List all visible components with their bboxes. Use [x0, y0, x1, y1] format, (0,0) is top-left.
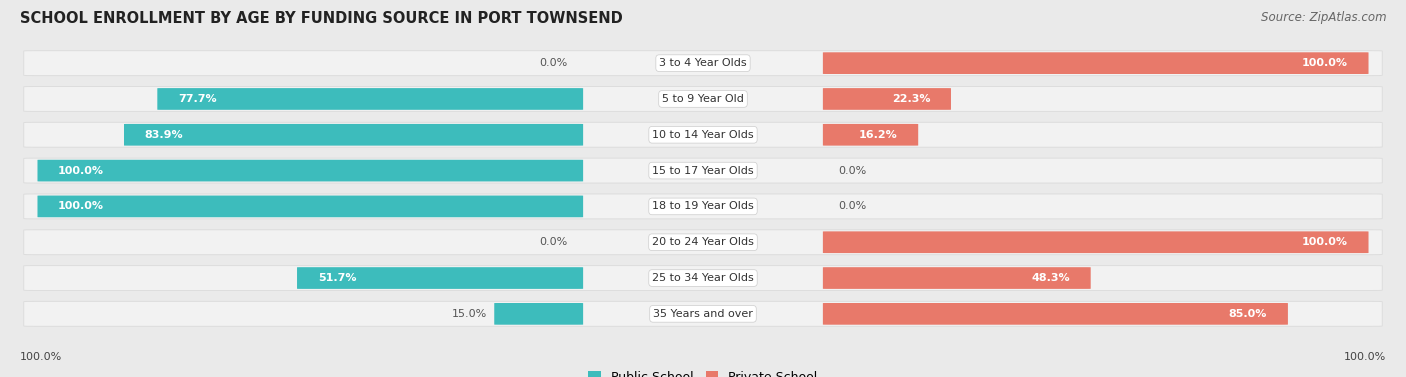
Text: 100.0%: 100.0%	[20, 352, 62, 362]
Text: 16.2%: 16.2%	[859, 130, 897, 140]
Text: SCHOOL ENROLLMENT BY AGE BY FUNDING SOURCE IN PORT TOWNSEND: SCHOOL ENROLLMENT BY AGE BY FUNDING SOUR…	[20, 11, 623, 26]
FancyBboxPatch shape	[24, 122, 1382, 147]
Text: 0.0%: 0.0%	[838, 166, 866, 176]
Text: 5 to 9 Year Old: 5 to 9 Year Old	[662, 94, 744, 104]
Text: 22.3%: 22.3%	[891, 94, 931, 104]
Text: 77.7%: 77.7%	[179, 94, 217, 104]
Text: 100.0%: 100.0%	[1344, 352, 1386, 362]
Text: 100.0%: 100.0%	[1302, 58, 1348, 68]
FancyBboxPatch shape	[823, 303, 1288, 325]
FancyBboxPatch shape	[24, 301, 1382, 326]
Text: Source: ZipAtlas.com: Source: ZipAtlas.com	[1261, 11, 1386, 24]
FancyBboxPatch shape	[24, 86, 1382, 112]
Text: 0.0%: 0.0%	[838, 201, 866, 211]
Text: 85.0%: 85.0%	[1229, 309, 1267, 319]
Text: 10 to 14 Year Olds: 10 to 14 Year Olds	[652, 130, 754, 140]
FancyBboxPatch shape	[24, 194, 1382, 219]
Legend: Public School, Private School: Public School, Private School	[583, 366, 823, 377]
FancyBboxPatch shape	[823, 267, 1091, 289]
FancyBboxPatch shape	[124, 124, 583, 146]
Text: 15 to 17 Year Olds: 15 to 17 Year Olds	[652, 166, 754, 176]
FancyBboxPatch shape	[823, 231, 1368, 253]
FancyBboxPatch shape	[24, 265, 1382, 291]
FancyBboxPatch shape	[24, 230, 1382, 255]
Text: 35 Years and over: 35 Years and over	[652, 309, 754, 319]
FancyBboxPatch shape	[24, 51, 1382, 76]
FancyBboxPatch shape	[495, 303, 583, 325]
Text: 18 to 19 Year Olds: 18 to 19 Year Olds	[652, 201, 754, 211]
FancyBboxPatch shape	[297, 267, 583, 289]
Text: 48.3%: 48.3%	[1032, 273, 1070, 283]
Text: 51.7%: 51.7%	[318, 273, 356, 283]
FancyBboxPatch shape	[823, 52, 1368, 74]
Text: 20 to 24 Year Olds: 20 to 24 Year Olds	[652, 237, 754, 247]
FancyBboxPatch shape	[38, 196, 583, 217]
Text: 15.0%: 15.0%	[453, 309, 488, 319]
Text: 3 to 4 Year Olds: 3 to 4 Year Olds	[659, 58, 747, 68]
FancyBboxPatch shape	[157, 88, 583, 110]
Text: 0.0%: 0.0%	[540, 237, 568, 247]
Text: 83.9%: 83.9%	[145, 130, 183, 140]
FancyBboxPatch shape	[38, 160, 583, 181]
Text: 100.0%: 100.0%	[58, 166, 104, 176]
Text: 25 to 34 Year Olds: 25 to 34 Year Olds	[652, 273, 754, 283]
Text: 0.0%: 0.0%	[540, 58, 568, 68]
Text: 100.0%: 100.0%	[1302, 237, 1348, 247]
FancyBboxPatch shape	[823, 124, 918, 146]
FancyBboxPatch shape	[823, 88, 950, 110]
Text: 100.0%: 100.0%	[58, 201, 104, 211]
FancyBboxPatch shape	[24, 158, 1382, 183]
